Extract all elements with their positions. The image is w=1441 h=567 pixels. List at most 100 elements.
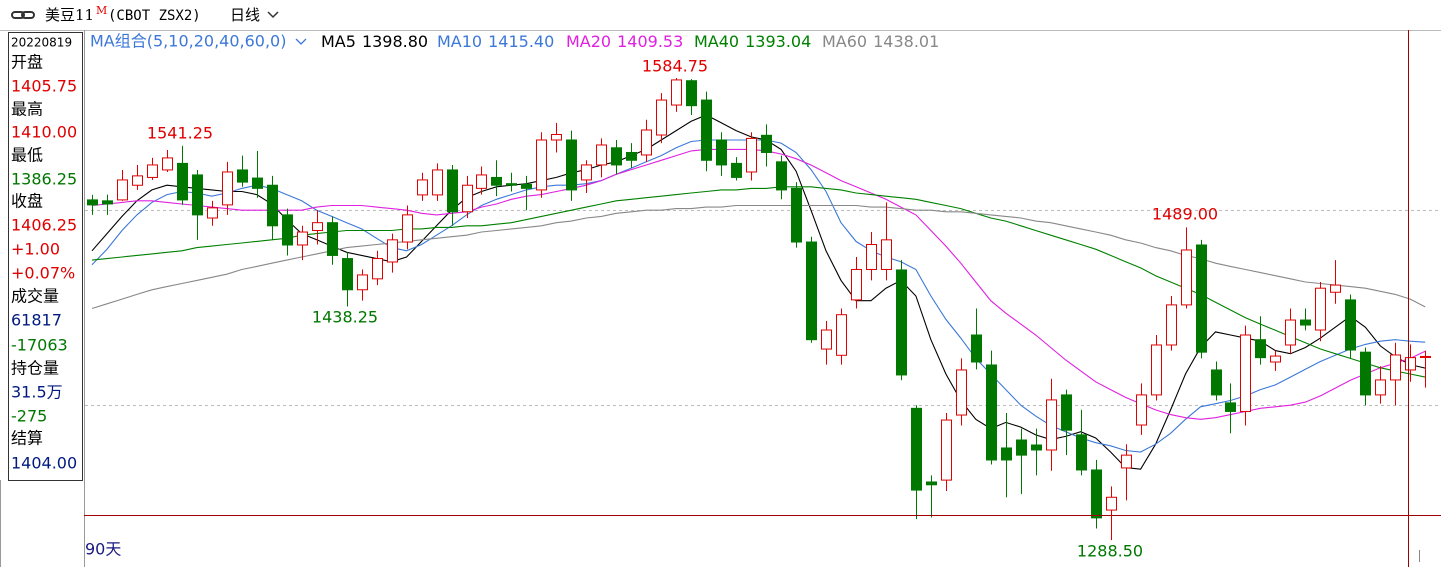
candle-body — [1390, 354, 1401, 381]
info-value: 1404.00 — [11, 454, 77, 473]
candle-body — [611, 147, 622, 166]
candle-body — [192, 174, 203, 216]
candle-body — [821, 329, 832, 350]
info-value: 1410.00 — [11, 123, 77, 142]
candle-body — [1016, 439, 1027, 456]
candle-body — [402, 214, 413, 243]
toolbar — [0, 0, 1441, 30]
info-value: 成交量 — [11, 287, 59, 306]
ma-legend-name: MA10 — [437, 32, 482, 51]
candle-body — [761, 134, 772, 153]
candle-body — [656, 99, 667, 136]
symbol-title: 美豆11 — [45, 6, 94, 24]
candle-body — [1345, 299, 1356, 351]
candle-body — [297, 231, 308, 246]
info-value: 最高 — [11, 100, 43, 119]
candle-body — [342, 258, 353, 291]
candle-body — [462, 184, 473, 213]
extreme-label: 1541.25 — [147, 124, 213, 143]
candle-body — [536, 139, 547, 191]
info-value: 1405.75 — [11, 77, 77, 96]
candle-body — [1240, 334, 1251, 412]
ma-legend-name: MA40 — [694, 32, 739, 51]
candle-body — [986, 364, 997, 461]
candle-body — [1151, 344, 1162, 396]
candle-body — [102, 200, 113, 205]
ma-legend-value: 1398.80 — [362, 32, 428, 51]
candle-body — [357, 274, 368, 291]
period-chevron[interactable] — [267, 11, 279, 19]
candle-body — [312, 222, 323, 231]
extreme-label: 1584.75 — [642, 57, 708, 76]
candle-body — [252, 177, 263, 189]
candle-body — [596, 144, 607, 166]
candle-body — [1315, 287, 1326, 331]
candle-body — [716, 139, 727, 166]
candle-body — [267, 184, 278, 227]
ma-group-chevron[interactable] — [295, 38, 307, 45]
ma-legend-value: 1415.40 — [488, 32, 554, 51]
candle-body — [641, 129, 652, 156]
candle-body — [1420, 355, 1431, 358]
candle-body — [836, 314, 847, 356]
candle-body — [971, 334, 982, 363]
ma-line — [91, 139, 1426, 453]
ma-legend: MA20 1409.53 — [566, 32, 683, 51]
info-value: 收盘 — [11, 192, 43, 211]
candle-body — [327, 222, 338, 256]
info-label: 持仓量 — [11, 359, 59, 378]
candle-body — [551, 134, 562, 141]
candle-body — [87, 199, 98, 206]
candle-body — [686, 80, 697, 107]
candle-body — [1061, 394, 1072, 431]
candle-body — [626, 151, 637, 161]
ma-legend: MA60 1438.01 — [822, 32, 939, 51]
info-value: 结算 — [11, 429, 43, 448]
symbol-code: (CBOT ZSX2) — [108, 8, 201, 24]
link-icon[interactable] — [11, 11, 35, 19]
ma-legend-value: 1409.53 — [617, 32, 683, 51]
candle-body — [1046, 399, 1057, 451]
candle-body — [1285, 319, 1296, 346]
candle-body — [1181, 249, 1192, 306]
candle-body — [896, 269, 907, 376]
candle-body — [222, 171, 233, 206]
candle-body — [521, 183, 532, 189]
ma-legend-name: MA20 — [566, 32, 611, 51]
ma-legend-name: MA60 — [822, 32, 867, 51]
candle-body — [177, 162, 188, 201]
info-value: 最低 — [11, 146, 43, 165]
info-value: -17063 — [11, 336, 68, 355]
candle-body — [372, 258, 383, 280]
ma-legend: MA40 1393.04 — [694, 32, 811, 51]
candle-body — [1300, 319, 1311, 326]
extreme-label: 1288.50 — [1077, 542, 1143, 561]
candle-body — [132, 175, 143, 186]
candle-body — [806, 241, 817, 341]
candle-body — [1270, 355, 1281, 363]
candle-body — [746, 137, 757, 173]
info-value: +0.07% — [11, 264, 75, 283]
candle-body — [207, 207, 218, 219]
candle-body — [1225, 402, 1236, 412]
period-selector[interactable]: 日线 — [230, 6, 260, 24]
candle-body — [1211, 369, 1222, 396]
ma-legend: MA5 1398.80 — [321, 32, 428, 51]
ma-line — [91, 148, 1426, 420]
ma-group-selector[interactable]: MA组合(5,10,20,40,60,0) — [90, 32, 286, 51]
plot — [85, 77, 1441, 541]
candle-body — [506, 183, 517, 186]
candle-body — [1076, 434, 1087, 471]
candle-body — [731, 162, 742, 178]
info-panel — [8, 32, 83, 481]
extreme-label: 1489.00 — [1152, 205, 1218, 224]
info-value: 开盘 — [11, 53, 43, 72]
candle-body — [881, 239, 892, 270]
extreme-label: 1438.25 — [312, 308, 378, 327]
candle-body — [447, 169, 458, 213]
candle-body — [1196, 244, 1207, 353]
ma-legend-name: MA5 — [321, 32, 356, 51]
candle-body — [147, 164, 158, 178]
candle-body — [851, 268, 862, 301]
candle-body — [866, 244, 877, 270]
